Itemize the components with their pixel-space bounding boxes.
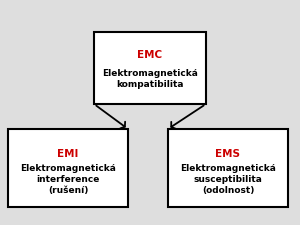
Text: EMC: EMC: [137, 50, 163, 60]
FancyBboxPatch shape: [8, 129, 128, 207]
FancyBboxPatch shape: [94, 32, 206, 104]
Text: EMI: EMI: [57, 149, 79, 159]
Text: Elektromagnetická
interference
(rušení): Elektromagnetická interference (rušení): [20, 164, 116, 195]
FancyBboxPatch shape: [168, 129, 288, 207]
Text: EMS: EMS: [215, 149, 241, 159]
Text: Elektromagnetická
susceptibilita
(odolnost): Elektromagnetická susceptibilita (odolno…: [180, 164, 276, 195]
Text: Elektromagnetická
kompatibilita: Elektromagnetická kompatibilita: [102, 69, 198, 89]
